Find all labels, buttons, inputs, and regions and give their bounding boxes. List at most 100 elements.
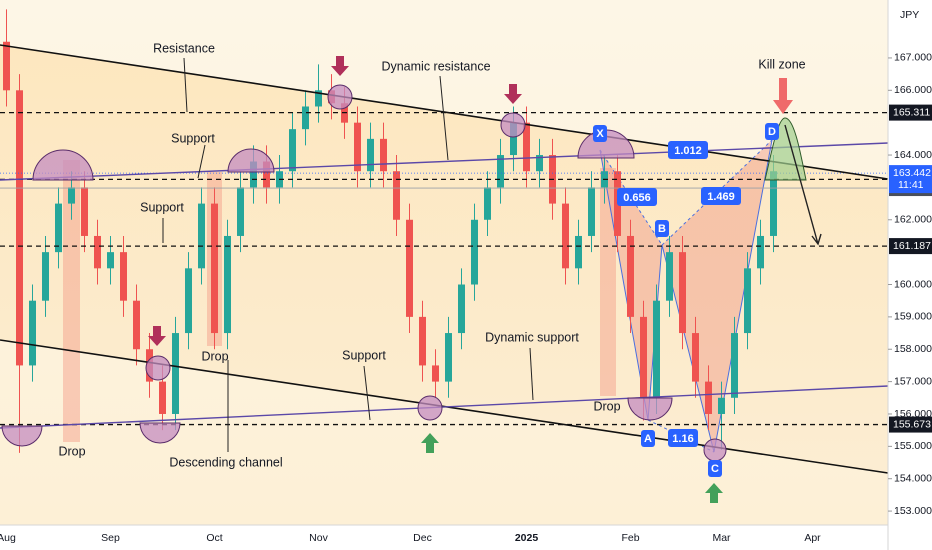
candle-body bbox=[68, 187, 75, 204]
x-tick-label: Nov bbox=[309, 532, 328, 544]
y-tick-label: 155.000 bbox=[894, 440, 932, 452]
currency: JPY bbox=[900, 9, 919, 21]
candle-body bbox=[458, 284, 465, 334]
candle-body bbox=[679, 252, 686, 334]
candle-body bbox=[718, 397, 725, 414]
pattern-point: A bbox=[644, 433, 652, 445]
y-tick-label: 164.000 bbox=[894, 149, 932, 161]
annotations: Resistance Support Support Drop Drop Des… bbox=[58, 41, 805, 469]
candle-body bbox=[471, 219, 478, 285]
y-tick-label: 154.000 bbox=[894, 472, 932, 484]
candle-body bbox=[237, 187, 244, 236]
annotation: Kill zone bbox=[758, 57, 805, 71]
candle-body bbox=[653, 300, 660, 398]
candle-body bbox=[510, 122, 517, 156]
candle-body bbox=[3, 41, 10, 91]
candle-body bbox=[94, 235, 101, 269]
pattern-labels: X A B C D 1.012 0.656 1.469 1.16 bbox=[593, 123, 779, 477]
candle-body bbox=[107, 252, 114, 269]
annotation: Drop bbox=[201, 349, 228, 363]
ratio-label: 1.012 bbox=[674, 145, 702, 157]
x-tick-label: Mar bbox=[712, 532, 731, 544]
time-axis bbox=[0, 525, 888, 550]
annotation: Support bbox=[342, 348, 386, 362]
pattern-point: B bbox=[658, 223, 666, 235]
candle-body bbox=[432, 365, 439, 382]
ratio-label: 0.656 bbox=[623, 192, 651, 204]
candle-body bbox=[731, 333, 738, 398]
y-tick-label: 153.000 bbox=[894, 505, 932, 517]
pattern-point: D bbox=[768, 126, 776, 138]
candle-body bbox=[393, 171, 400, 220]
candle-body bbox=[367, 138, 374, 172]
candle-body bbox=[250, 161, 257, 188]
candle-body bbox=[224, 235, 231, 334]
candle-body bbox=[692, 333, 699, 382]
annotation: Dynamic support bbox=[485, 330, 579, 344]
candle-body bbox=[120, 252, 127, 301]
candle-body bbox=[29, 300, 36, 366]
candle-body bbox=[705, 381, 712, 414]
candle-body bbox=[419, 316, 426, 366]
x-tick-label: Aug bbox=[0, 532, 16, 544]
level-tag bbox=[889, 238, 932, 255]
ratio-label: 1.16 bbox=[672, 433, 693, 445]
touch-markers bbox=[1, 84, 727, 462]
y-tick-label: 162.000 bbox=[894, 214, 932, 226]
candle-body bbox=[744, 268, 751, 334]
candle-body bbox=[289, 129, 296, 172]
pointer-arrows bbox=[162, 57, 822, 452]
candle-body bbox=[770, 171, 777, 236]
candle-body bbox=[172, 333, 179, 414]
candle-body bbox=[302, 106, 309, 130]
pattern-point: C bbox=[711, 463, 719, 475]
candle-body bbox=[640, 316, 647, 398]
annotation: Dynamic resistance bbox=[381, 59, 490, 73]
level-tag bbox=[889, 416, 932, 433]
level-tag-label: 155.673 bbox=[893, 418, 931, 430]
level-tag-label: 165.311 bbox=[893, 106, 930, 118]
current-price-label: 163.442 bbox=[893, 167, 931, 179]
x-tick-label: Sep bbox=[101, 532, 120, 544]
candle-body bbox=[263, 161, 270, 188]
candle-body bbox=[484, 187, 491, 220]
candle-body bbox=[588, 187, 595, 236]
candle-body bbox=[757, 235, 764, 269]
x-tick-label: Dec bbox=[413, 532, 432, 544]
annotation: Descending channel bbox=[169, 455, 282, 469]
y-tick-label: 159.000 bbox=[894, 311, 932, 323]
candle-body bbox=[211, 203, 218, 334]
candle-body bbox=[380, 138, 387, 172]
candle-body bbox=[16, 90, 23, 366]
y-tick-label: 158.000 bbox=[894, 343, 932, 355]
dynamic-lines bbox=[0, 142, 889, 429]
candle-body bbox=[406, 219, 413, 317]
pattern-point: X bbox=[596, 128, 604, 140]
annotation: Support bbox=[140, 200, 184, 214]
signal-arrows bbox=[148, 56, 793, 503]
y-tick-label: 157.000 bbox=[894, 375, 932, 387]
x-tick-label: 2025 bbox=[515, 532, 539, 544]
candle-body bbox=[81, 187, 88, 236]
y-tick-label: 167.000 bbox=[894, 52, 932, 64]
candle-body bbox=[497, 155, 504, 188]
candle-body bbox=[55, 203, 62, 253]
x-tick-label: Feb bbox=[621, 532, 639, 544]
candle-body bbox=[133, 300, 140, 350]
candle-body bbox=[315, 90, 322, 107]
price-axis bbox=[888, 0, 932, 550]
annotation: Drop bbox=[593, 399, 620, 413]
annotation: Resistance bbox=[153, 41, 215, 55]
x-tick-label: Apr bbox=[804, 532, 821, 544]
y-tick-label: 166.000 bbox=[894, 84, 932, 96]
candle-body bbox=[445, 333, 452, 382]
candle-body bbox=[627, 235, 634, 317]
countdown: 11:41 bbox=[898, 179, 924, 191]
candle-body bbox=[159, 381, 166, 414]
candle-body bbox=[523, 122, 530, 172]
candle-body bbox=[666, 252, 673, 301]
candle-body bbox=[198, 203, 205, 269]
candle-body bbox=[562, 203, 569, 269]
annotation: Drop bbox=[58, 444, 85, 458]
